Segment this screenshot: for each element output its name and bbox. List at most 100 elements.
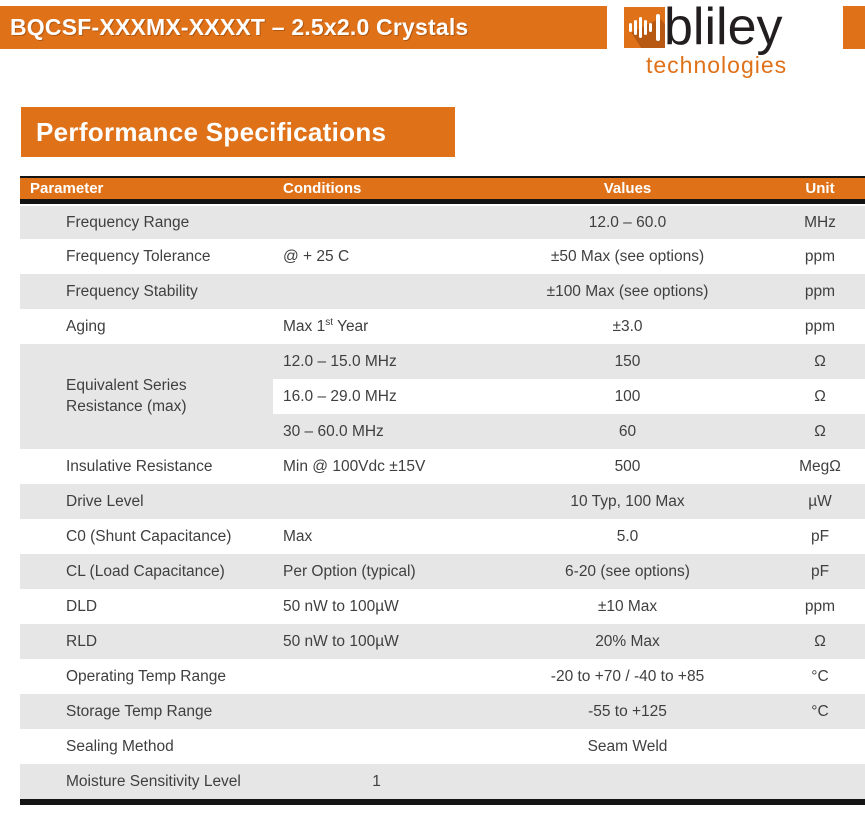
table-row: Equivalent Series Resistance (max) 12.0 –… xyxy=(20,344,865,449)
param-cell: Operating Temp Range xyxy=(20,659,273,694)
unit-cell: °C xyxy=(775,659,865,694)
param-cell: RLD xyxy=(20,624,273,659)
product-title: BQCSF-XXXMX-XXXXT – 2.5x2.0 Crystals xyxy=(10,14,469,40)
unit-cell: ppm xyxy=(775,239,865,274)
cond-cell: Per Option (typical) xyxy=(273,554,480,589)
table-row: Sealing Method Seam Weld xyxy=(20,729,865,764)
corner-accent-block xyxy=(843,6,865,49)
cond-cell xyxy=(273,204,480,239)
soundwave-bar xyxy=(639,17,642,38)
param-text: Equivalent Series Resistance (max) xyxy=(66,376,187,415)
value-cell: 12.0 – 60.0 xyxy=(480,204,775,239)
brand-subtitle: technologies xyxy=(646,52,788,78)
unit-cell xyxy=(775,764,865,799)
value-cell: Seam Weld xyxy=(480,729,775,764)
value-cell: 20% Max xyxy=(480,624,775,659)
param-cell: DLD xyxy=(20,589,273,624)
cond-cell xyxy=(273,274,480,309)
section-banner: Performance Specifications xyxy=(21,107,455,157)
unit-cell: µW xyxy=(775,484,865,519)
param-cell: Frequency Tolerance xyxy=(20,239,273,274)
unit-cell: Ω xyxy=(775,379,865,414)
unit-cell: MegΩ xyxy=(775,449,865,484)
cond-cell: Max 1st Year xyxy=(273,309,480,344)
unit-cell: ppm xyxy=(775,309,865,344)
unit-cell: Ω xyxy=(775,624,865,659)
column-header-unit: Unit xyxy=(775,176,865,204)
table-row: Moisture Sensitivity Level 1 xyxy=(20,764,865,799)
soundwave-bar xyxy=(629,23,632,32)
param-cell: Equivalent Series Resistance (max) xyxy=(20,344,273,449)
table-row: Operating Temp Range -20 to +70 / -40 to … xyxy=(20,659,865,694)
column-header-conditions: Conditions xyxy=(273,176,480,204)
cond-cell: Min @ 100Vdc ±15V xyxy=(273,449,480,484)
param-cell: Drive Level xyxy=(20,484,273,519)
table-row: Frequency Range 12.0 – 60.0 MHz xyxy=(20,204,865,239)
value-cell: ±3.0 xyxy=(480,309,775,344)
table-row: CL (Load Capacitance) Per Option (typical… xyxy=(20,554,865,589)
value-cell: -20 to +70 / -40 to +85 xyxy=(480,659,775,694)
cond-cell xyxy=(273,659,480,694)
table-row: Frequency Stability ±100 Max (see options… xyxy=(20,274,865,309)
value-cell: 5.0 xyxy=(480,519,775,554)
value-cell: ±50 Max (see options) xyxy=(480,239,775,274)
table-row: Drive Level 10 Typ, 100 Max µW xyxy=(20,484,865,519)
soundwave-bar xyxy=(644,20,647,35)
performance-spec-table: Parameter Conditions Values Unit Frequen… xyxy=(20,176,865,805)
value-cell: ±100 Max (see options) xyxy=(480,274,775,309)
soundwave-bar xyxy=(656,14,660,41)
cond-cell: @ + 25 C xyxy=(273,239,480,274)
table-row: RLD 50 nW to 100µW 20% Max Ω xyxy=(20,624,865,659)
section-title: Performance Specifications xyxy=(36,116,387,147)
value-cell xyxy=(480,764,775,799)
cond-cell: 12.0 – 15.0 MHz xyxy=(273,344,480,379)
unit-cell: Ω xyxy=(775,414,865,449)
soundwave-bar xyxy=(634,20,637,35)
unit-cell: ppm xyxy=(775,274,865,309)
table-row: Storage Temp Range -55 to +125 °C xyxy=(20,694,865,729)
table-row: 16.0 – 29.0 MHz 100 Ω xyxy=(20,379,865,414)
column-header-parameter: Parameter xyxy=(20,176,273,204)
param-cell: Moisture Sensitivity Level xyxy=(20,764,273,799)
param-cell: C0 (Shunt Capacitance) xyxy=(20,519,273,554)
unit-cell: ppm xyxy=(775,589,865,624)
param-cell: Sealing Method xyxy=(20,729,273,764)
table-header-row: Parameter Conditions Values Unit xyxy=(20,176,865,204)
soundwave-bars-icon xyxy=(624,7,665,48)
table-row: Aging Max 1st Year ±3.0 ppm xyxy=(20,309,865,344)
value-cell: 500 xyxy=(480,449,775,484)
param-cell: Aging xyxy=(20,309,273,344)
column-header-values: Values xyxy=(480,176,775,204)
cond-cell: 16.0 – 29.0 MHz xyxy=(273,379,480,414)
soundwave-bar xyxy=(649,23,652,32)
brand-name: bliley xyxy=(664,0,783,56)
table-row: DLD 50 nW to 100µW ±10 Max ppm xyxy=(20,589,865,624)
unit-cell: pF xyxy=(775,519,865,554)
param-cell: Insulative Resistance xyxy=(20,449,273,484)
value-cell: 60 xyxy=(480,414,775,449)
cond-cell xyxy=(273,694,480,729)
param-cell: Frequency Range xyxy=(20,204,273,239)
cond-cell: 30 – 60.0 MHz xyxy=(273,414,480,449)
value-cell: 6-20 (see options) xyxy=(480,554,775,589)
header-bar: BQCSF-XXXMX-XXXXT – 2.5x2.0 Crystals xyxy=(0,6,607,49)
param-cell: Storage Temp Range xyxy=(20,694,273,729)
value-cell: 100 xyxy=(480,379,775,414)
cond-cell xyxy=(273,484,480,519)
unit-cell: °C xyxy=(775,694,865,729)
param-cell: CL (Load Capacitance) xyxy=(20,554,273,589)
param-cell: Frequency Stability xyxy=(20,274,273,309)
unit-cell: MHz xyxy=(775,204,865,239)
unit-cell xyxy=(775,729,865,764)
unit-cell: pF xyxy=(775,554,865,589)
superscript-text: st xyxy=(325,316,333,328)
value-cell: 10 Typ, 100 Max xyxy=(480,484,775,519)
unit-cell: Ω xyxy=(775,344,865,379)
cond-cell: 50 nW to 100µW xyxy=(273,624,480,659)
cond-cell: Max xyxy=(273,519,480,554)
cond-cell: 1 xyxy=(273,764,480,799)
table-row: C0 (Shunt Capacitance) Max 5.0 pF xyxy=(20,519,865,554)
table-row: Frequency Tolerance @ + 25 C ±50 Max (see … xyxy=(20,239,865,274)
cond-cell xyxy=(273,729,480,764)
